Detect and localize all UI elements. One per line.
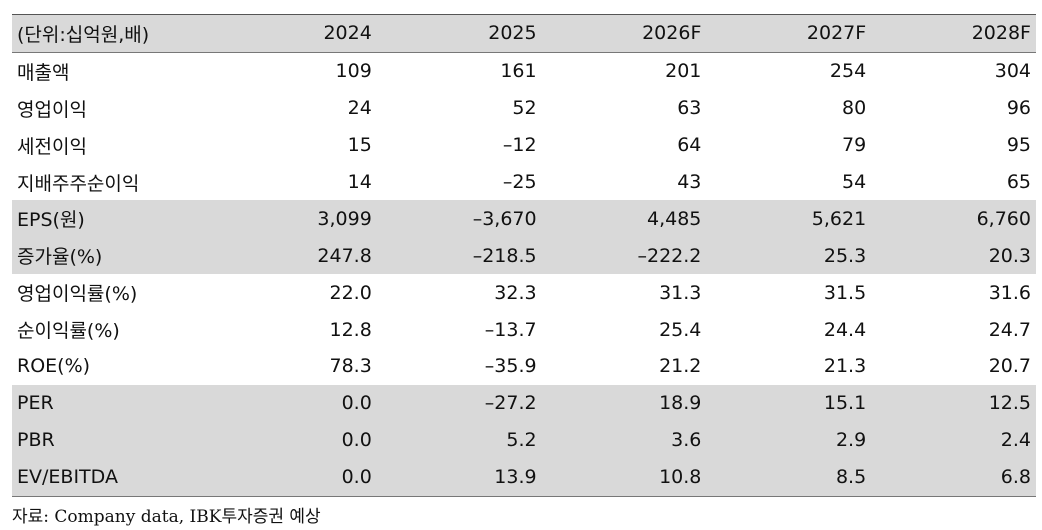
table-cell: 0.0 [212, 421, 377, 459]
table-row: 영업이익 24 52 63 80 96 [12, 90, 1036, 127]
table-cell: 12.8 [329, 318, 372, 341]
table-cell: 247.8 [212, 237, 377, 275]
table-cell: 6.8 [871, 458, 1036, 497]
table-cell: 31.3 [659, 281, 702, 304]
table-cell: 304 [994, 60, 1031, 83]
row-label: ROE(%) [17, 355, 91, 378]
table-cell: 95 [1006, 134, 1031, 157]
table-cell: –25 [502, 171, 537, 193]
row-label: 순이익률(%) [17, 320, 120, 343]
table-cell: 3,099 [212, 200, 377, 238]
year-header: 2025 [376, 14, 542, 53]
table-cell: 5.2 [376, 421, 542, 459]
unit-header: (단위:십억원,배) [12, 14, 212, 53]
table-cell: 24.4 [823, 318, 867, 341]
table-cell: –3,670 [376, 200, 542, 238]
table-cell: 0.0 [212, 458, 377, 497]
table-row: PBR 0.0 5.2 3.6 2.9 2.4 [12, 421, 1036, 459]
table-row: 영업이익률(%) 22.0 32.3 31.3 31.5 31.6 [12, 274, 1036, 311]
table-cell: 12.5 [871, 384, 1036, 422]
table-row: EPS(원) 3,099 –3,670 4,485 5,621 6,760 [12, 200, 1036, 238]
table-cell: 63 [677, 97, 702, 120]
financial-table-container: (단위:십억원,배) 2024 2025 2026F 2027F 2028F 매… [12, 14, 1036, 497]
table-cell: 22.0 [329, 281, 372, 304]
table-cell: 24 [347, 97, 372, 120]
table-cell: 20.7 [988, 355, 1031, 378]
table-cell: 15 [347, 134, 372, 157]
table-cell: –222.2 [541, 237, 707, 275]
year-header: 2028F [871, 14, 1036, 53]
table-cell: 161 [500, 60, 537, 83]
row-label: 매출액 [17, 61, 70, 84]
table-cell: 2.4 [871, 421, 1036, 459]
table-cell: 5,621 [706, 200, 872, 238]
table-cell: 96 [1006, 97, 1031, 120]
table-cell: –35.9 [484, 355, 537, 378]
table-cell: –218.5 [376, 237, 542, 275]
table-cell: 24.7 [988, 318, 1031, 341]
table-cell: 14 [347, 171, 372, 193]
table-cell: 64 [677, 134, 702, 157]
table-cell: 18.9 [541, 384, 707, 422]
row-label: 영업이익 [17, 98, 87, 121]
table-cell: 65 [1006, 171, 1031, 193]
table-row: 매출액 109 161 201 254 304 [12, 52, 1036, 89]
table-cell: 8.5 [706, 458, 872, 497]
table-cell: 79 [842, 134, 867, 157]
table-row: 증가율(%) 247.8 –218.5 –222.2 25.3 20.3 [12, 237, 1036, 275]
row-label: 세전이익 [17, 135, 87, 158]
table-cell: 21.3 [823, 355, 867, 378]
table-row: PER 0.0 –27.2 18.9 15.1 12.5 [12, 384, 1036, 422]
table-cell: 254 [829, 60, 867, 83]
row-label: EPS(원) [12, 200, 212, 238]
table-cell: –27.2 [376, 384, 542, 422]
table-body: 매출액 109 161 201 254 304 영업이익 24 52 63 80 96 세전이익 15 –1… [12, 52, 1036, 497]
table-cell: 20.3 [871, 237, 1036, 275]
source-note: 자료: Company data, IBK투자증권 예상 [12, 507, 321, 527]
table-cell: 13.9 [376, 458, 542, 497]
table-cell: 201 [665, 60, 702, 83]
year-header: 2027F [706, 14, 872, 53]
table-cell: 54 [842, 171, 867, 193]
year-header: 2024 [212, 14, 377, 53]
financial-summary-table: (단위:십억원,배) 2024 2025 2026F 2027F 2028F 매… [12, 14, 1036, 497]
table-cell: 31.6 [988, 281, 1031, 304]
table-row: 세전이익 15 –12 64 79 95 [12, 127, 1036, 164]
table-cell: 109 [335, 60, 372, 83]
table-cell: 0.0 [212, 384, 377, 422]
row-label: 지배주주순이익 [17, 172, 140, 195]
table-cell: 80 [842, 97, 867, 120]
table-cell: –12 [502, 134, 537, 157]
table-row: ROE(%) 78.3 –35.9 21.2 21.3 20.7 [12, 348, 1036, 385]
table-cell: 32.3 [494, 281, 537, 304]
year-header: 2026F [541, 14, 707, 53]
table-header-row: (단위:십억원,배) 2024 2025 2026F 2027F 2028F [12, 14, 1036, 53]
table-cell: 78.3 [329, 355, 372, 378]
table-cell: 43 [677, 171, 702, 193]
table-cell: 25.3 [706, 237, 872, 275]
table-row: 순이익률(%) 12.8 –13.7 25.4 24.4 24.7 [12, 311, 1036, 348]
row-label: 영업이익률(%) [17, 283, 138, 306]
table-cell: 2.9 [706, 421, 872, 459]
table-cell: 4,485 [541, 200, 707, 238]
table-cell: 3.6 [541, 421, 707, 459]
table-row: 지배주주순이익 14 –25 43 54 65 [12, 164, 1036, 201]
table-cell: 31.5 [823, 281, 867, 304]
table-row: EV/EBITDA 0.0 13.9 10.8 8.5 6.8 [12, 458, 1036, 497]
table-cell: 21.2 [659, 355, 702, 378]
row-label: EV/EBITDA [12, 458, 212, 497]
row-label: PER [12, 384, 212, 422]
table-cell: 10.8 [541, 458, 707, 497]
table-cell: 6,760 [871, 200, 1036, 238]
table-cell: 15.1 [706, 384, 872, 422]
table-cell: –13.7 [484, 318, 537, 341]
row-label: 증가율(%) [12, 237, 212, 275]
row-label: PBR [12, 421, 212, 459]
table-cell: 52 [512, 97, 537, 120]
table-cell: 25.4 [659, 318, 702, 341]
